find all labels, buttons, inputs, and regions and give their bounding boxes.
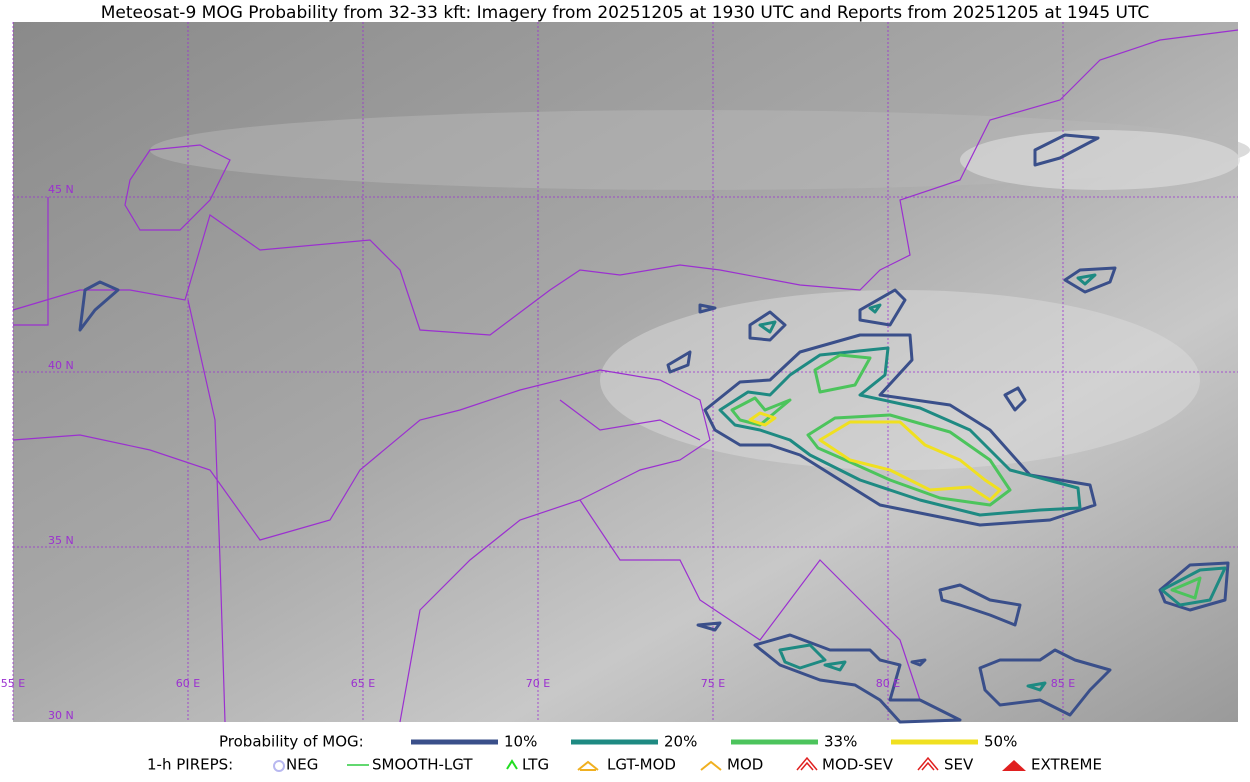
pirep-symbol (1002, 760, 1026, 771)
contours (78, 133, 1230, 724)
map (12, 22, 1250, 724)
lon-label: 85 E (1051, 677, 1075, 690)
lon-label: 70 E (526, 677, 550, 690)
legend-title: 1-h PIREPS: (147, 756, 233, 774)
cloud (960, 130, 1240, 190)
lon-label: 65 E (351, 677, 375, 690)
contour-33 (730, 353, 1202, 600)
pirep-label: SMOOTH-LGT (372, 756, 473, 774)
pirep-symbol (577, 760, 599, 771)
legend-label: 33% (824, 733, 857, 751)
pirep-label: NEG (286, 756, 318, 774)
lat-label: 35 N (48, 534, 74, 547)
pirep-label: MOD (727, 756, 763, 774)
country-borders (12, 29, 1239, 723)
pirep-label: LTG (522, 756, 549, 774)
legend-label: 20% (664, 733, 697, 751)
contour-20 (718, 273, 1227, 692)
lon-label: 55 E (1, 677, 25, 690)
lat-label: 40 N (48, 359, 74, 372)
pirep-label: MOD-SEV (822, 756, 894, 774)
lon-label: 60 E (176, 677, 200, 690)
pirep-label: EXTREME (1031, 756, 1102, 774)
pirep-symbol (700, 760, 722, 771)
pirep-symbol (796, 756, 818, 771)
pirep-label: SEV (944, 756, 974, 774)
legend-label: 10% (504, 733, 537, 751)
contour-10 (78, 133, 1230, 724)
pirep-symbol (506, 759, 518, 770)
pirep-symbol (273, 760, 285, 772)
axis-labels: 45 N 40 N 35 N 30 N 55 E 60 E 65 E 70 E 75 E 80 E… (1, 183, 1075, 722)
pirep-label: LGT-MOD (607, 756, 676, 774)
lon-label: 80 E (876, 677, 900, 690)
cloud (600, 290, 1200, 470)
legend-label: 50% (984, 733, 1017, 751)
pirep-symbol (917, 756, 939, 771)
legend: Probability of MOG: 10% 20% 33% 50% 1-h PIREP… (147, 733, 1102, 774)
legend-title: Probability of MOG: (219, 733, 364, 751)
contour-50 (748, 411, 1002, 502)
title: Meteosat-9 MOG Probability from 32-33 kf… (101, 3, 1150, 23)
lat-label: 30 N (48, 709, 74, 722)
lat-label: 45 N (48, 183, 74, 196)
graticule (12, 22, 1238, 722)
lon-label: 75 E (701, 677, 725, 690)
